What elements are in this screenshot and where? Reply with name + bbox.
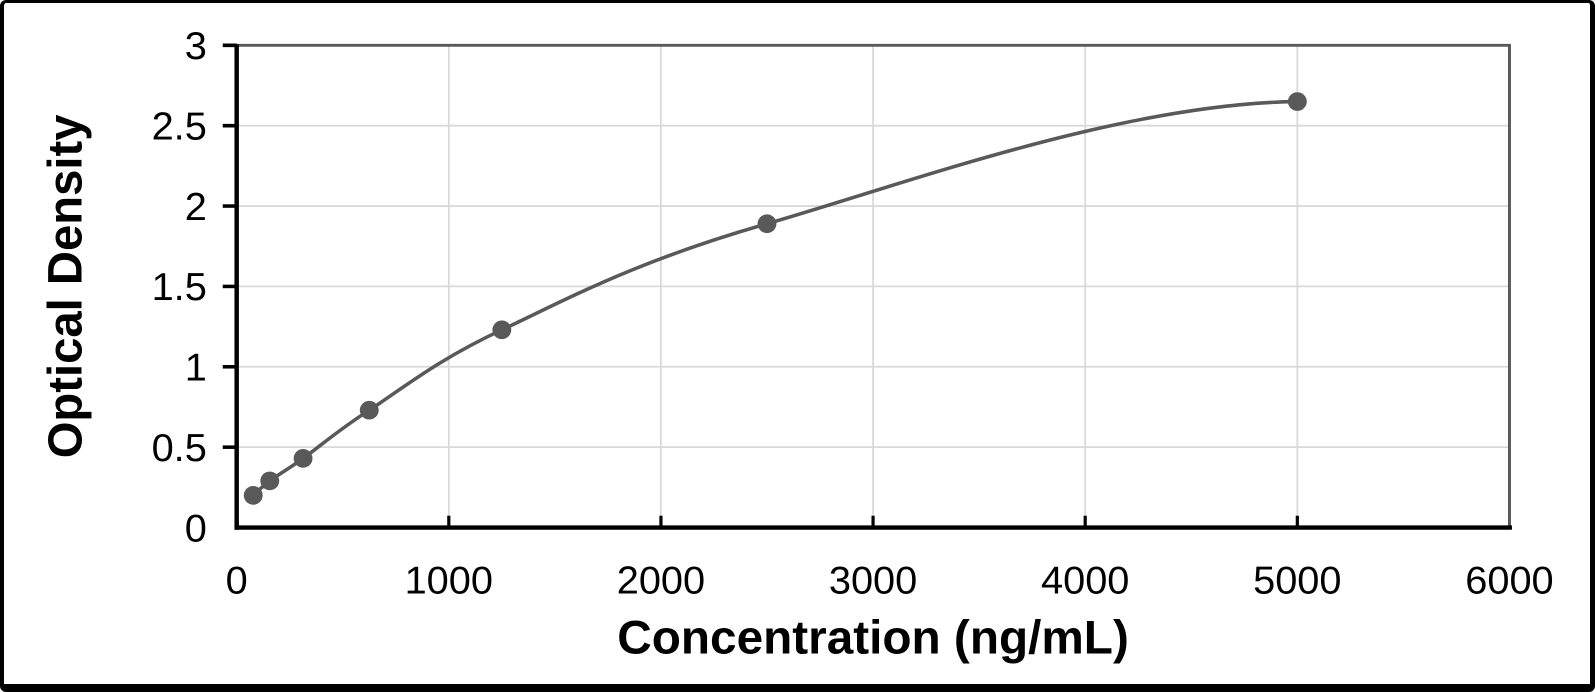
fitted-curve-line <box>251 99 1300 498</box>
x-tick-label: 4000 <box>1041 559 1129 603</box>
x-tick-label: 6000 <box>1465 559 1553 603</box>
data-point-marker <box>492 320 512 340</box>
grid-layer <box>236 45 1510 528</box>
data-point-marker <box>757 214 777 234</box>
y-tick-label: 1 <box>185 346 207 390</box>
data-point-marker <box>1287 92 1307 111</box>
y-tick-label: 0.5 <box>152 426 207 470</box>
tick-labels-layer: 0 1000 2000 3000 4000 5000 6000 0 0.5 1 1.5 2 2.5 3 <box>152 24 1554 602</box>
y-axis-title: Optical Density <box>39 114 92 458</box>
y-tick-label: 0 <box>185 506 207 550</box>
data-point-marker <box>243 486 263 505</box>
x-tick-label: 2000 <box>617 559 705 603</box>
series-layer <box>243 92 1307 505</box>
data-point-marker <box>359 400 379 420</box>
plot-border-layer <box>234 43 1511 528</box>
y-tick-label: 3 <box>185 24 207 68</box>
data-point-marker <box>293 449 313 468</box>
x-tick-label: 1000 <box>405 559 493 603</box>
x-tick-label: 0 <box>226 559 248 603</box>
elisa-standard-curve-chart: 0 1000 2000 3000 4000 5000 6000 0 0.5 1 1.5 2 2.5 3 C… <box>39 24 1554 665</box>
data-point-marker <box>260 471 280 491</box>
y-tick-label: 2.5 <box>152 105 207 149</box>
x-tick-label: 3000 <box>829 559 917 603</box>
x-tick-label: 5000 <box>1253 559 1341 603</box>
x-axis-title: Concentration (ng/mL) <box>617 612 1129 665</box>
axes-layer <box>222 43 1512 530</box>
y-tick-label: 1.5 <box>152 265 207 309</box>
y-tick-label: 2 <box>185 185 207 229</box>
